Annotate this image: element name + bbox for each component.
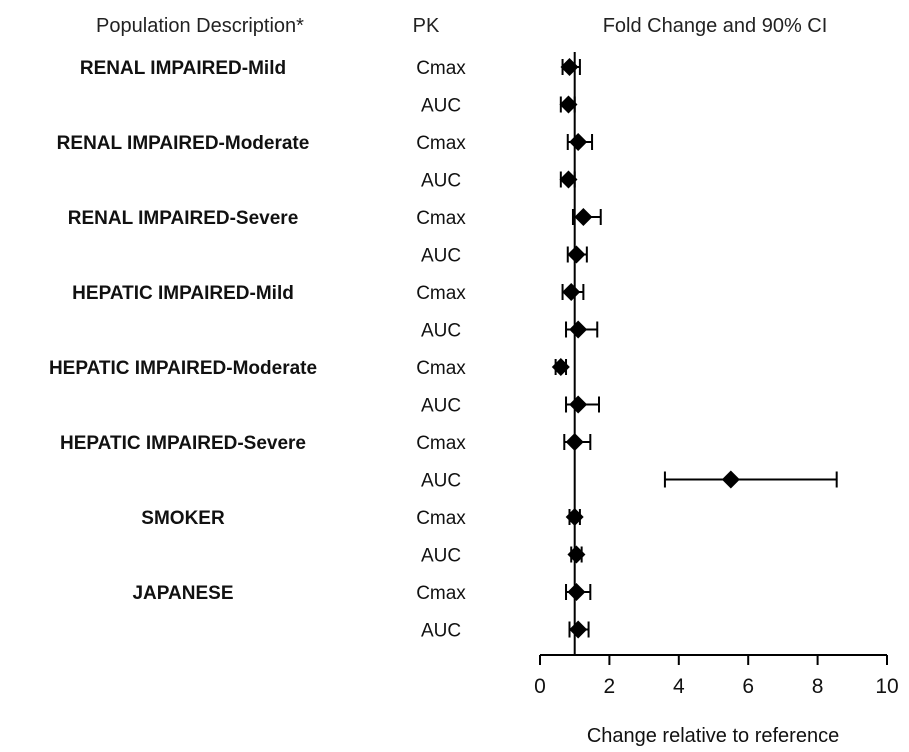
x-tick-label: 4 <box>673 675 685 698</box>
population-label: RENAL IMPAIRED-Moderate <box>57 133 310 154</box>
x-axis: 0 2 4 6 8 10 <box>534 654 899 698</box>
estimate-marker <box>551 358 570 376</box>
estimate-marker <box>569 395 588 414</box>
estimate-marker <box>721 470 740 489</box>
x-tick-label: 6 <box>742 675 754 698</box>
population-label: SMOKER <box>141 508 225 529</box>
population-label: JAPANESE <box>132 583 233 604</box>
pk-label: AUC <box>421 321 461 342</box>
estimate-marker <box>569 320 588 339</box>
pk-label: AUC <box>421 396 461 417</box>
estimate-marker <box>559 170 578 189</box>
pk-label: AUC <box>421 171 461 192</box>
x-tick-label: 8 <box>812 675 824 698</box>
estimate-marker <box>569 133 588 151</box>
pk-label: Cmax <box>416 133 466 154</box>
pk-label: Cmax <box>416 583 466 604</box>
pk-label: Cmax <box>416 208 466 229</box>
estimate-marker <box>560 58 579 76</box>
x-tick-label: 0 <box>534 675 546 698</box>
population-label: HEPATIC IMPAIRED-Mild <box>72 283 294 304</box>
estimate-marker <box>565 433 584 451</box>
pk-label: AUC <box>421 621 461 642</box>
x-tick-label: 2 <box>604 675 616 698</box>
pk-header: PK <box>413 15 440 37</box>
pk-label: AUC <box>421 471 461 492</box>
population-label: HEPATIC IMPAIRED-Severe <box>60 433 306 454</box>
estimate-marker <box>569 620 588 639</box>
pk-label: AUC <box>421 96 461 117</box>
estimate-marker <box>559 95 578 114</box>
x-tick-label: 10 <box>875 675 898 698</box>
pk-label: Cmax <box>416 283 466 304</box>
estimate-marker <box>565 508 584 526</box>
pk-label: Cmax <box>416 358 466 379</box>
estimate-marker <box>567 245 586 264</box>
estimate-marker <box>574 208 593 226</box>
x-axis-title: Change relative to reference <box>587 725 839 747</box>
pk-label: Cmax <box>416 508 466 529</box>
pk-label: Cmax <box>416 58 466 79</box>
pk-label: AUC <box>421 246 461 267</box>
estimate-marker <box>562 283 581 301</box>
estimate-marker <box>567 583 586 601</box>
population-label: HEPATIC IMPAIRED-Moderate <box>49 358 317 379</box>
population-label: RENAL IMPAIRED-Mild <box>80 58 286 79</box>
population-header: Population Description* <box>96 15 304 37</box>
population-label: RENAL IMPAIRED-Severe <box>68 208 299 229</box>
pk-label: Cmax <box>416 433 466 454</box>
rows-layer: RENAL IMPAIRED-Mild Cmax AUC RENAL IMPAIRED… <box>49 52 838 655</box>
pk-label: AUC <box>421 546 461 567</box>
estimate-marker <box>567 545 586 564</box>
effect-header: Fold Change and 90% CI <box>603 15 828 37</box>
